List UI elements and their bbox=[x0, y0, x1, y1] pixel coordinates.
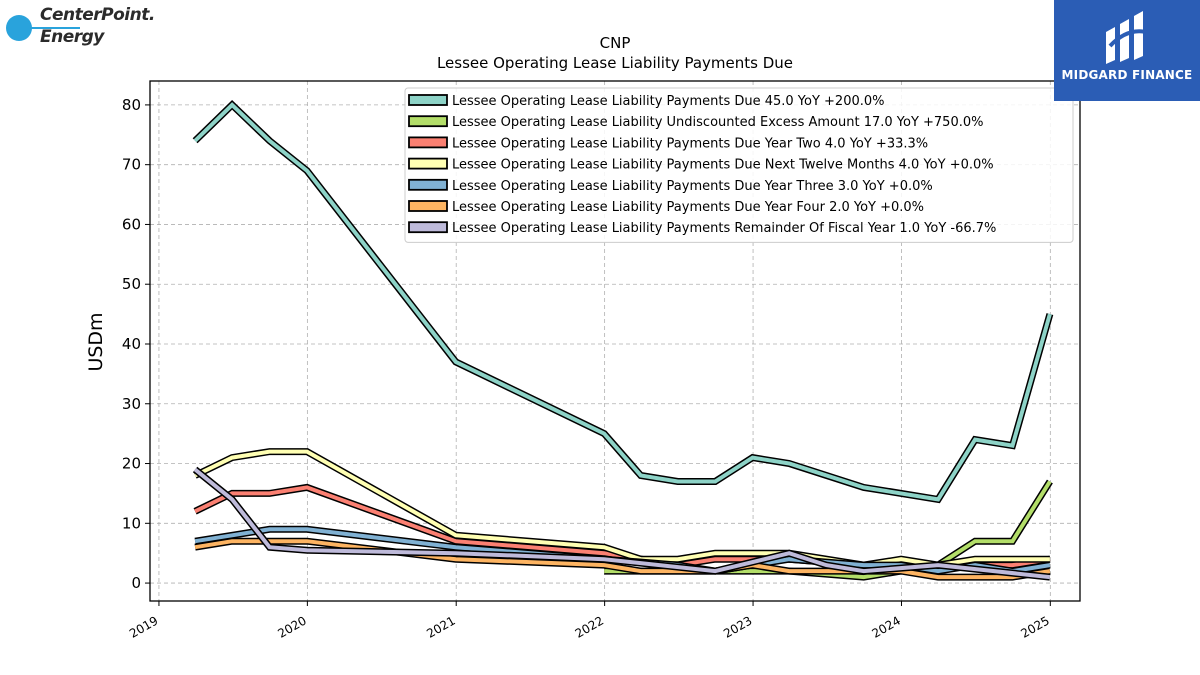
y-tick-label: 0 bbox=[131, 574, 141, 592]
legend-swatch bbox=[408, 200, 448, 212]
legend-box bbox=[404, 87, 1074, 243]
legend-swatch bbox=[408, 94, 448, 106]
y-tick-label: 50 bbox=[122, 275, 141, 293]
series-7 bbox=[192, 466, 1051, 581]
legend-swatch bbox=[408, 115, 448, 128]
y-tick-label: 10 bbox=[122, 514, 141, 532]
legend-item: Lessee Operating Lease Liability Payment… bbox=[408, 200, 924, 215]
x-axis-ticks: 2019 2020 2021 2022 2023 2024 2025 bbox=[127, 601, 1052, 641]
y-tick-label: 20 bbox=[122, 455, 141, 473]
legend-label: Lessee Operating Lease Liability Payment… bbox=[452, 94, 885, 109]
legend-label: Lessee Operating Lease Liability Payment… bbox=[452, 221, 996, 236]
plot-frame bbox=[149, 80, 1081, 602]
y-tick-label: 30 bbox=[122, 395, 141, 413]
centerpoint-logo-line2: Energy bbox=[40, 27, 104, 47]
y-axis-label: USDm bbox=[85, 312, 107, 371]
x-tick-label: 2024 bbox=[870, 613, 903, 640]
legend-swatch bbox=[408, 221, 448, 234]
centerpoint-logo-text: CenterPoint. Energy bbox=[40, 4, 155, 48]
legend-label: Lessee Operating Lease Liability Payment… bbox=[452, 200, 924, 215]
legend-swatch bbox=[408, 136, 448, 149]
series-line bbox=[193, 102, 1052, 502]
midgard-finance-logo: MIDGARD FINANCE bbox=[1054, 0, 1200, 101]
series-line bbox=[193, 467, 1051, 580]
centerpoint-logo: CenterPoint. Energy bbox=[4, 4, 155, 54]
y-tick-label: 60 bbox=[122, 215, 141, 233]
x-tick-label: 2025 bbox=[1018, 613, 1051, 640]
centerpoint-logo-line bbox=[22, 27, 80, 29]
x-tick-label: 2022 bbox=[573, 613, 606, 640]
legend-item: Lessee Operating Lease Liability Payment… bbox=[408, 221, 996, 236]
x-tick-label: 2021 bbox=[424, 613, 457, 640]
legend-item: Lessee Operating Lease Liability Payment… bbox=[408, 94, 885, 109]
legend: Lessee Operating Lease Liability Payment… bbox=[404, 87, 1074, 243]
legend-item: Lessee Operating Lease Liability Payment… bbox=[408, 178, 933, 194]
legend-swatch bbox=[408, 178, 448, 191]
legend-item: Lessee Operating Lease Liability Undisco… bbox=[408, 115, 983, 130]
chart-title: CNP bbox=[600, 34, 631, 52]
legend-label: Lessee Operating Lease Liability Payment… bbox=[452, 179, 933, 194]
series-1 bbox=[192, 100, 1054, 504]
legend-label: Lessee Operating Lease Liability Payment… bbox=[452, 158, 994, 173]
chart-subtitle: Lessee Operating Lease Liability Payment… bbox=[437, 54, 793, 72]
series-layer bbox=[192, 100, 1054, 581]
y-tick-label: 80 bbox=[122, 96, 141, 114]
centerpoint-logo-line1: CenterPoint. bbox=[40, 5, 155, 25]
legend-label: Lessee Operating Lease Liability Payment… bbox=[452, 136, 928, 151]
y-axis-ticks: 0 10 20 30 40 50 60 70 80 bbox=[122, 96, 150, 592]
legend-item: Lessee Operating Lease Liability Payment… bbox=[408, 136, 928, 151]
x-tick-label: 2019 bbox=[127, 613, 160, 640]
legend-item: Lessee Operating Lease Liability Payment… bbox=[408, 157, 994, 173]
x-tick-label: 2020 bbox=[275, 613, 308, 640]
midgard-logo-text: MIDGARD FINANCE bbox=[1061, 68, 1193, 82]
y-tick-label: 70 bbox=[122, 156, 141, 174]
midgard-logo-icon bbox=[1106, 11, 1147, 64]
y-tick-label: 40 bbox=[122, 335, 141, 353]
x-tick-label: 2023 bbox=[721, 613, 754, 640]
legend-label: Lessee Operating Lease Liability Undisco… bbox=[452, 115, 983, 130]
legend-swatch bbox=[408, 157, 448, 170]
